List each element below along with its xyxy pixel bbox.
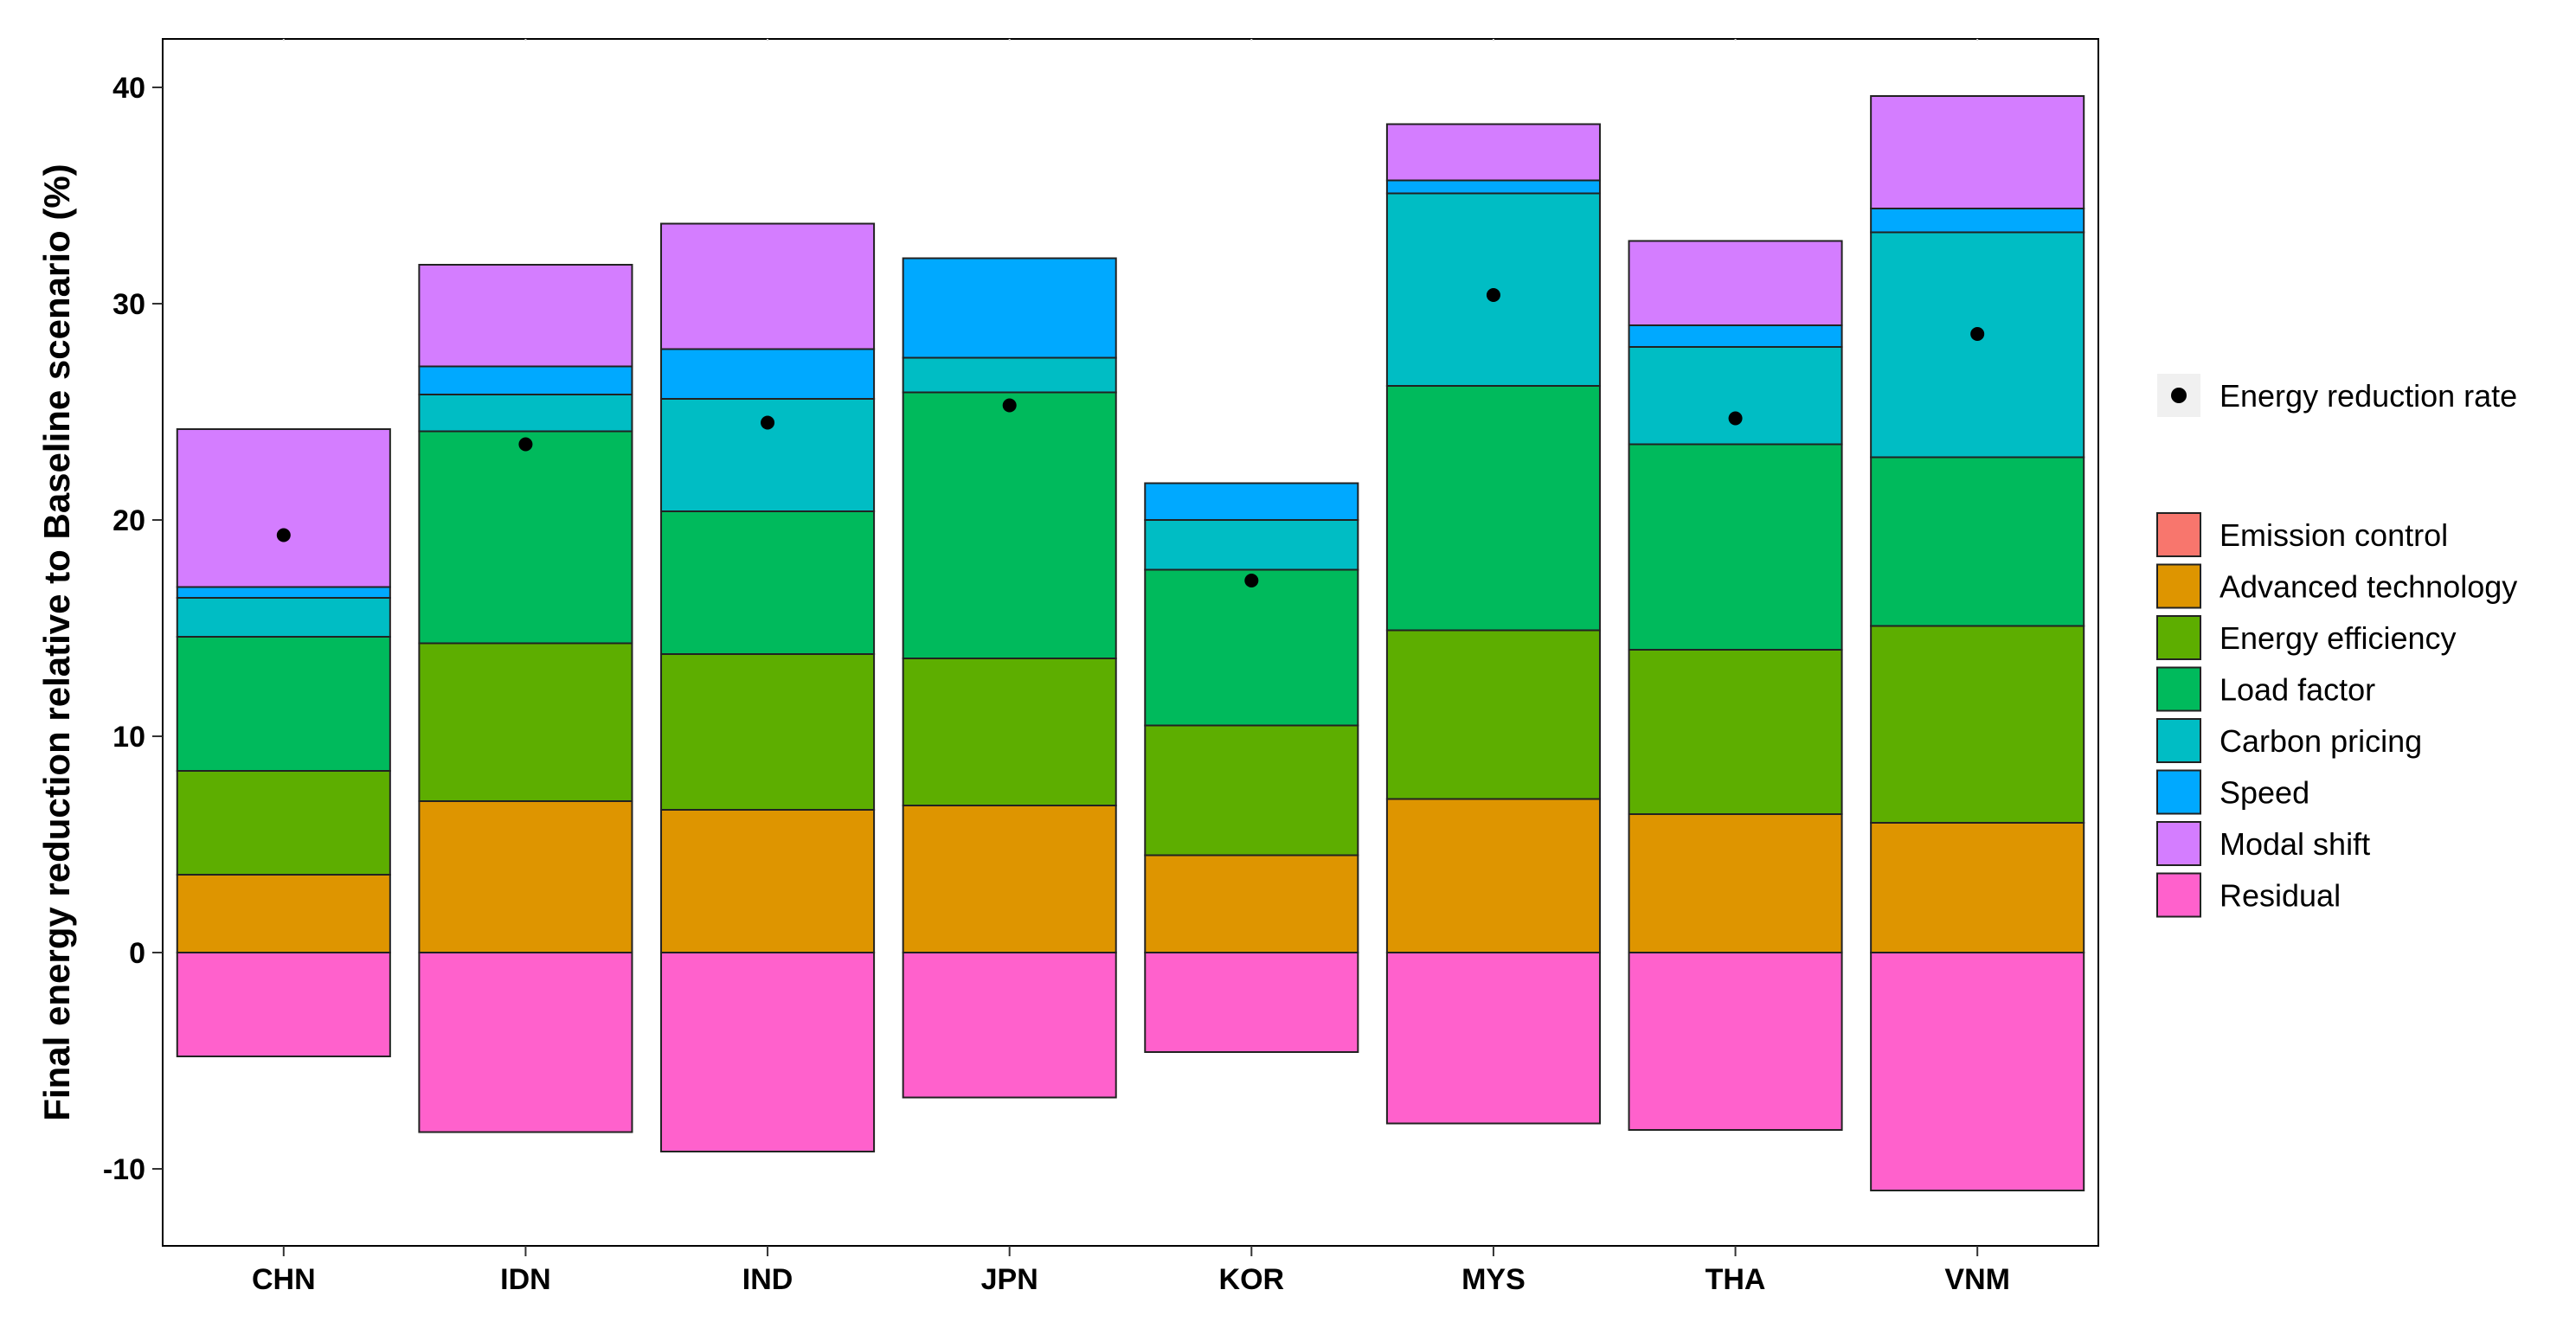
bar-segment-tha-advanced-technology xyxy=(1628,813,1843,953)
y-tick-label: 30 xyxy=(112,288,145,321)
x-tick-label-tha: THA xyxy=(1706,1263,1766,1296)
bar-segment-kor-advanced-technology xyxy=(1144,854,1359,953)
bar-segment-mys-advanced-technology xyxy=(1385,798,1601,953)
energy-reduction-points xyxy=(276,288,1985,587)
energy-reduction-point-tha xyxy=(1728,411,1743,426)
bar-segment-tha-speed xyxy=(1628,324,1843,348)
bar-segment-mys-energy-efficiency xyxy=(1385,629,1601,800)
bar-segment-jpn-advanced-technology xyxy=(902,805,1117,953)
x-tick-label-ind: IND xyxy=(742,1263,793,1296)
bar-segment-vnm-carbon-pricing xyxy=(1870,231,2085,459)
bar-segment-idn-residual xyxy=(418,952,633,1133)
energy-reduction-point-kor xyxy=(1244,574,1259,587)
y-tick-label: 0 xyxy=(129,937,145,970)
legend-swatch-modal-shift xyxy=(2156,821,2201,866)
bar-segment-tha-residual xyxy=(1628,952,1843,1131)
bar-segment-mys-residual xyxy=(1385,952,1601,1125)
y-tick-label: 40 xyxy=(112,72,145,105)
legend-label-carbon-pricing: Carbon pricing xyxy=(2219,723,2422,759)
bar-segment-chn-carbon-pricing xyxy=(176,597,391,638)
legend-swatch-load-factor xyxy=(2156,666,2201,712)
bar-segment-idn-load-factor xyxy=(418,430,633,645)
y-tick-label: 20 xyxy=(112,504,145,537)
legend-point-label: Energy reduction rate xyxy=(2219,378,2517,414)
bar-segment-vnm-modal-shift xyxy=(1870,95,2085,209)
x-tick-label-jpn: JPN xyxy=(981,1263,1038,1296)
energy-reduction-point-idn xyxy=(518,437,533,452)
bar-segment-jpn-energy-efficiency xyxy=(902,658,1117,806)
bar-segment-vnm-residual xyxy=(1870,952,2085,1191)
bar-segment-ind-modal-shift xyxy=(660,222,876,350)
legend-label-energy-efficiency: Energy efficiency xyxy=(2219,620,2456,656)
bar-segment-vnm-energy-efficiency xyxy=(1870,625,2085,824)
bar-segment-kor-carbon-pricing xyxy=(1144,519,1359,571)
legend-label-emission-control: Emission control xyxy=(2219,517,2448,553)
bar-segment-chn-speed xyxy=(176,586,391,599)
bar-segment-ind-load-factor xyxy=(660,510,876,655)
legend-label-modal-shift: Modal shift xyxy=(2219,826,2370,862)
x-tick-label-kor: KOR xyxy=(1219,1263,1285,1296)
bar-segment-tha-load-factor xyxy=(1628,443,1843,651)
legend-label-speed: Speed xyxy=(2219,775,2309,811)
legend-label-load-factor: Load factor xyxy=(2219,672,2375,708)
x-tick-label-vnm: VNM xyxy=(1944,1263,2010,1296)
bar-segment-ind-advanced-technology xyxy=(660,809,876,953)
bar-segment-idn-advanced-technology xyxy=(418,800,633,953)
bar-segment-tha-energy-efficiency xyxy=(1628,649,1843,815)
axes: -10 0 10 20 30 40 CHN IDN IND JPN KOR MYS THA VNM xyxy=(103,72,2010,1296)
bar-segment-tha-carbon-pricing xyxy=(1628,346,1843,446)
bar-segment-kor-residual xyxy=(1144,952,1359,1053)
y-tick-label: 10 xyxy=(112,721,145,754)
energy-reduction-point-chn xyxy=(276,528,291,542)
bar-segment-idn-modal-shift xyxy=(418,264,633,368)
legend-swatch-emission-control xyxy=(2156,512,2201,557)
bar-segment-mys-load-factor xyxy=(1385,385,1601,632)
energy-reduction-point-ind xyxy=(761,415,775,430)
bar-segment-jpn-load-factor xyxy=(902,391,1117,659)
legend-swatch-energy-efficiency xyxy=(2156,615,2201,660)
x-tick-label-idn: IDN xyxy=(500,1263,551,1296)
energy-reduction-point-jpn xyxy=(1002,398,1017,413)
bar-segment-ind-residual xyxy=(660,952,876,1152)
bar-segment-idn-speed xyxy=(418,365,633,395)
bar-segment-kor-energy-efficiency xyxy=(1144,724,1359,857)
legend-label-advanced-technology: Advanced technology xyxy=(2219,569,2517,605)
bar-segment-kor-load-factor xyxy=(1144,568,1359,727)
bar-segment-chn-advanced-technology xyxy=(176,874,391,953)
bar-segment-chn-modal-shift xyxy=(176,428,391,588)
bar-segment-vnm-speed xyxy=(1870,208,2085,234)
y-tick-label: -10 xyxy=(103,1153,145,1186)
bar-segment-tha-modal-shift xyxy=(1628,240,1843,326)
energy-reduction-point-mys xyxy=(1486,288,1500,302)
bar-segment-ind-energy-efficiency xyxy=(660,653,876,811)
bar-segment-mys-modal-shift xyxy=(1385,123,1601,182)
bar-segment-chn-energy-efficiency xyxy=(176,770,391,876)
x-tick-label-chn: CHN xyxy=(252,1263,316,1296)
bar-segment-idn-energy-efficiency xyxy=(418,642,633,802)
legend-point-marker xyxy=(2171,388,2187,403)
legend-bar-entries: Emission control Advanced technology Energ… xyxy=(2156,512,2517,918)
bars xyxy=(176,95,2085,1191)
legend-swatch-carbon-pricing xyxy=(2156,718,2201,763)
bar-segment-chn-residual xyxy=(176,952,391,1057)
bar-segment-chn-load-factor xyxy=(176,636,391,772)
legend-label-residual: Residual xyxy=(2219,878,2341,914)
bar-segment-vnm-advanced-technology xyxy=(1870,822,2085,953)
bar-segment-mys-speed xyxy=(1385,179,1601,195)
x-tick-label-mys: MYS xyxy=(1461,1263,1526,1296)
bar-segment-ind-speed xyxy=(660,348,876,400)
bar-segment-jpn-speed xyxy=(902,257,1117,359)
bar-segment-vnm-load-factor xyxy=(1870,456,2085,627)
bar-segment-idn-carbon-pricing xyxy=(418,394,633,433)
bar-segment-kor-speed xyxy=(1144,482,1359,521)
legend-swatch-residual xyxy=(2156,872,2201,918)
legend: Energy reduction rate Emission control Ad… xyxy=(2156,374,2517,918)
legend-swatch-advanced-technology xyxy=(2156,563,2201,609)
legend-swatch-speed xyxy=(2156,769,2201,815)
bar-segment-jpn-carbon-pricing xyxy=(902,356,1117,394)
y-axis-label: Final energy reduction relative to Basel… xyxy=(36,164,77,1120)
energy-reduction-point-vnm xyxy=(1970,327,1985,341)
bar-segment-jpn-residual xyxy=(902,952,1117,1099)
